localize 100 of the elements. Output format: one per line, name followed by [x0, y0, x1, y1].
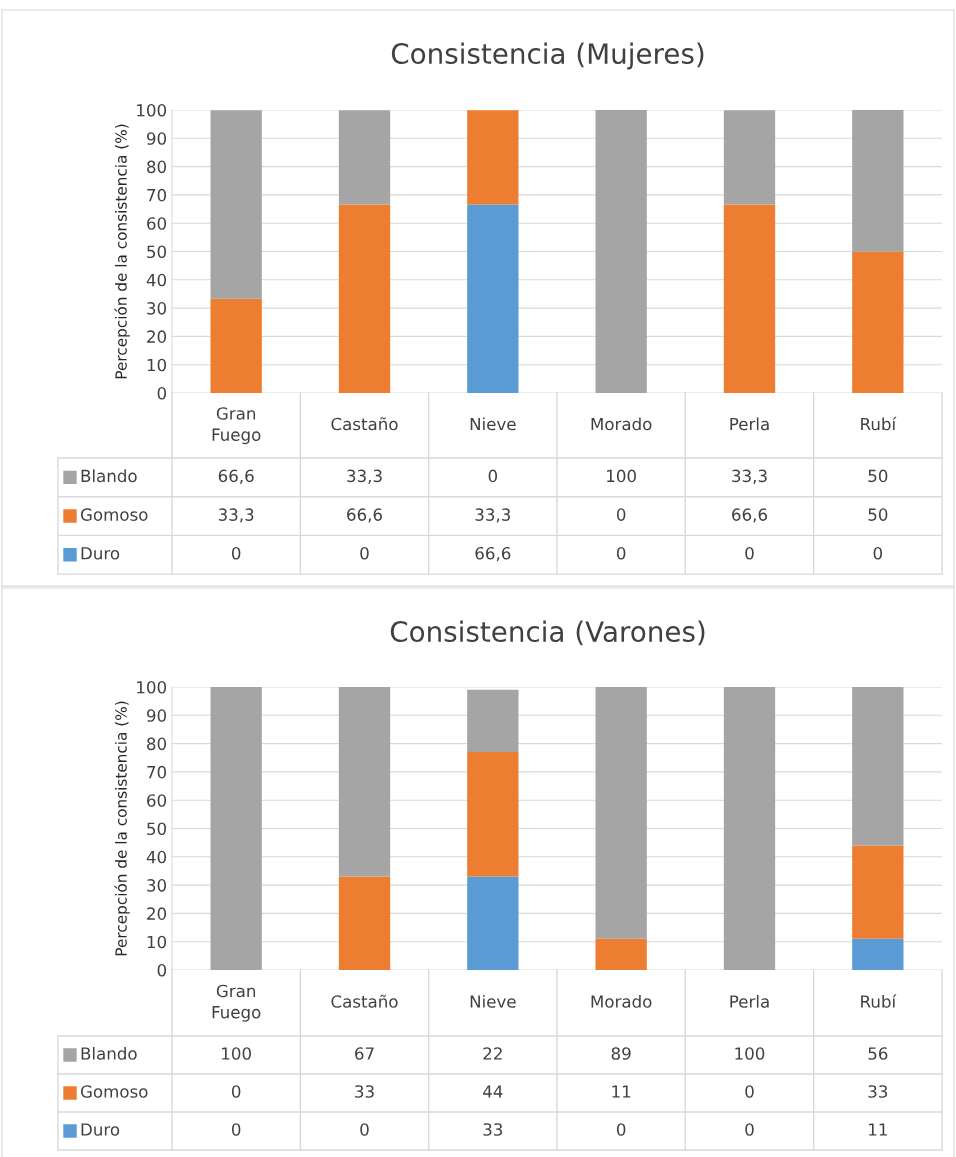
- data-label: 100: [607, 469, 636, 483]
- y-tick-label: 30: [147, 879, 167, 892]
- data-label: 67: [355, 1047, 374, 1060]
- data-label: 33,3: [218, 508, 254, 523]
- y-tick-label: 60: [147, 794, 167, 807]
- data-label: 0: [873, 546, 883, 560]
- data-label: 100: [735, 1047, 765, 1060]
- y-axis-title: Percepción de la consistencia (%): [114, 124, 130, 379]
- data-label: 0: [616, 508, 626, 521]
- data-label: 44: [483, 1085, 503, 1098]
- y-tick-label: 0: [157, 963, 167, 977]
- bar: [467, 689, 519, 753]
- x-tick-label: Perla: [730, 994, 769, 1008]
- data-label: 0: [745, 1123, 754, 1136]
- bar: [338, 110, 391, 205]
- y-tick-label: 80: [147, 737, 167, 751]
- data-label: 33: [483, 1123, 503, 1136]
- y-tick-label: 50: [147, 822, 167, 836]
- y-tick-label: 20: [147, 330, 167, 343]
- x-tick-label: Castaño: [331, 994, 398, 1008]
- data-label: 56: [868, 1047, 888, 1060]
- bar: [595, 110, 647, 393]
- legend-label: Gomoso: [80, 1085, 148, 1098]
- x-tick-label: Castaño: [331, 417, 398, 431]
- data-label: 33,3: [347, 469, 382, 484]
- data-label: 33: [355, 1085, 374, 1098]
- bar: [723, 204, 776, 393]
- data-label: 0: [745, 1085, 754, 1098]
- y-tick-label: 70: [147, 188, 167, 202]
- data-label: 33,3: [732, 469, 767, 484]
- chart-title: Consistencia (Mujeres): [391, 42, 704, 70]
- data-label: 22: [483, 1047, 502, 1060]
- chart-title: Consistencia (Varones): [390, 620, 705, 646]
- data-label: 50: [868, 508, 888, 521]
- data-label: 33,3: [475, 508, 511, 523]
- bar: [338, 876, 391, 970]
- bar: [852, 938, 904, 970]
- y-tick-label: 60: [147, 217, 167, 230]
- data-label: 100: [222, 1047, 251, 1060]
- x-tick-label: Nieve: [470, 994, 516, 1008]
- data-label: 0: [616, 1123, 626, 1136]
- data-label: 0: [360, 546, 369, 560]
- y-tick-label: 70: [147, 765, 167, 779]
- legend-label: Duro: [81, 547, 120, 560]
- data-label: 0: [231, 1123, 241, 1136]
- data-label: 33: [868, 1085, 888, 1098]
- y-tick-label: 30: [147, 302, 167, 315]
- data-label: 66,6: [732, 508, 768, 523]
- x-tick-label: Perla: [730, 417, 769, 431]
- data-label: 0: [231, 546, 241, 560]
- data-label: 66,6: [475, 546, 511, 562]
- bar: [338, 687, 391, 877]
- bar: [723, 687, 776, 970]
- data-label: 89: [611, 1047, 631, 1060]
- y-tick-label: 50: [147, 245, 167, 259]
- data-label: 11: [869, 1123, 887, 1136]
- x-tick-label: Nieve: [470, 417, 516, 431]
- y-tick-label: 100: [137, 680, 167, 694]
- y-axis-title: Percepción de la consistencia (%): [114, 701, 130, 956]
- data-label: 0: [488, 469, 498, 483]
- x-tick-label: Rubí: [861, 416, 897, 431]
- data-label: 0: [745, 546, 754, 560]
- bar: [338, 204, 391, 393]
- data-label: 0: [231, 1085, 241, 1098]
- bar: [467, 204, 519, 393]
- bar: [723, 110, 776, 205]
- bar: [595, 938, 647, 970]
- y-tick-label: 100: [137, 103, 167, 117]
- bar: [467, 110, 519, 205]
- bar: [467, 752, 519, 877]
- bar: [467, 876, 519, 970]
- data-label: 11: [612, 1085, 631, 1098]
- y-tick-label: 90: [146, 132, 167, 145]
- bar: [210, 110, 262, 299]
- bar: [210, 687, 262, 970]
- bar: [595, 687, 647, 939]
- y-tick-label: 80: [147, 160, 167, 174]
- y-tick-label: 20: [147, 907, 167, 920]
- y-tick-label: 0: [157, 386, 167, 400]
- x-tick-label: Gran Fuego: [212, 407, 261, 445]
- legend-label: Duro: [81, 1123, 120, 1136]
- x-tick-label: Morado: [591, 994, 652, 1008]
- bar: [852, 110, 904, 252]
- y-tick-label: 10: [147, 358, 167, 372]
- legend-label: Blando: [81, 469, 137, 483]
- y-tick-label: 90: [146, 709, 167, 722]
- data-label: 0: [616, 546, 626, 560]
- data-label: 66,6: [347, 508, 383, 523]
- data-label: 66,6: [218, 469, 254, 484]
- bar: [852, 251, 904, 393]
- y-tick-label: 10: [147, 935, 167, 949]
- bar: [852, 845, 904, 939]
- bar: [210, 298, 262, 393]
- x-tick-label: Rubí: [861, 994, 897, 1008]
- y-tick-label: 40: [146, 273, 167, 287]
- x-tick-label: Morado: [591, 417, 652, 431]
- bar: [852, 687, 904, 846]
- data-label: 50: [868, 469, 888, 483]
- y-tick-label: 40: [146, 850, 167, 864]
- legend-label: Blando: [81, 1046, 137, 1060]
